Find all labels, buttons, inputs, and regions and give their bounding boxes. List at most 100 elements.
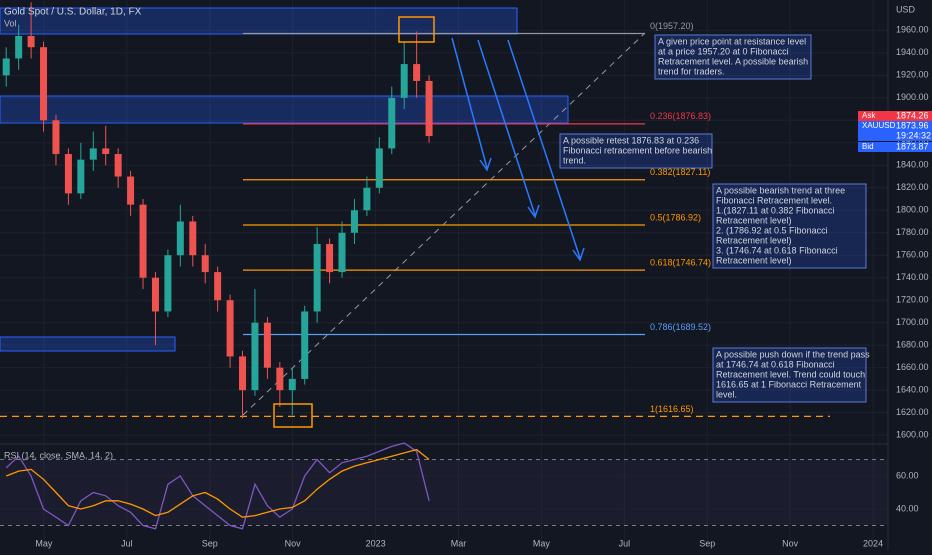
volume-label: Vol [4,18,17,28]
candle-body [313,243,321,312]
candle-body [276,367,284,391]
annotation-text: A possible push down if the trend pass [716,349,870,359]
candle-body [127,176,135,205]
price-tag-name: Bid [862,142,874,151]
y-tick-label: 1640.00 [896,385,929,395]
price-tag-value: 1873.87 [896,141,929,151]
y-tick-label: 1740.00 [896,272,929,282]
rsi-tick-label: 40.00 [896,503,919,513]
candle-body [114,154,122,177]
arrows [451,37,585,262]
candle-body [151,277,159,312]
candle-body [326,243,334,273]
fib-label: 0.382(1827.11) [650,167,710,177]
arrow [451,37,492,172]
annotation-text: Retracement level. Trend could touch [716,369,865,379]
annotation-box [559,133,713,169]
fib-label: 0(1957.20) [650,21,694,31]
y-tick-label: 1900.00 [896,92,929,102]
y-tick-label: 1720.00 [896,295,929,305]
candle-body [77,159,85,194]
candle-body [288,378,296,391]
y-tick-label: 1600.00 [896,430,929,440]
candle-body [400,64,408,98]
x-tick-label: Mar [451,538,467,548]
candle-body [164,255,172,312]
annotation-box [712,347,867,403]
highlight-box [273,403,313,428]
fib-label: 0.618(1746.74) [650,258,711,268]
candle-body [425,80,433,137]
candle-body [413,64,421,81]
support-zone [0,336,176,352]
axes: 1600.00 1620.00 1640.00 1660.00 1680.00 1700.… [35,25,932,548]
candle-body [350,210,358,233]
annotations: A given price point at resistance levela… [559,34,870,403]
annotation-text: at a price 1957.20 at 0 Fibonacci [658,46,789,56]
currency-label: USD [896,4,916,14]
annotation-text: trend. [563,155,586,165]
fib-label: 0.5(1786.92) [650,212,701,222]
y-tick-label: 1840.00 [896,160,929,170]
candle-body [139,204,147,278]
price-tag-name: XAUUSD [862,121,896,130]
chart-title: Gold Spot / U.S. Dollar, 1D, FX [4,7,142,18]
candle-body [102,148,110,155]
candle-body [201,255,209,273]
x-tick-label: Jul [121,538,133,548]
price-tag-value: 1874.26 [896,110,929,120]
price-tag [858,111,932,121]
annotation-text: at 1746.74 at 0.618 Fibonacci [716,359,835,369]
arrow [477,39,540,219]
rsi-tick-label: 60.00 [896,470,919,480]
y-tick-label: 1780.00 [896,227,929,237]
y-tick-label: 1960.00 [896,25,929,35]
price-tag-value: 1873.96 [896,120,929,130]
candle-body [263,322,271,368]
highlight-box [398,16,435,43]
candle-body [15,35,23,59]
candle-body [2,58,10,76]
annotation-text: trend for traders. [658,66,725,76]
candle-body [64,154,72,194]
candle-body [375,148,383,188]
y-tick-label: 1700.00 [896,317,929,327]
annotation-text: 3. (1746.74 at 0.618 Fibonacci [716,245,838,255]
resistance-zone [0,95,569,124]
y-tick-label: 1660.00 [896,362,929,372]
arrow [507,39,585,262]
rsi-sma [5,448,430,518]
x-tick-label: Nov [782,538,799,548]
annotation-text: level. [716,389,737,399]
x-tick-label: 2024 [863,538,883,548]
x-tick-label: 2023 [366,538,386,548]
annotation-text: Retracement level) [716,235,792,245]
candle-body [214,272,222,301]
x-tick-label: Jul [619,538,631,548]
resistance-zone [0,7,518,35]
y-tick-label: 1680.00 [896,340,929,350]
annotation-text: A possible bearish trend at three [716,185,845,195]
x-tick-label: Sep [699,538,715,548]
rsi-pane [0,442,888,530]
candle-body [239,356,247,391]
annotation-text: 2. (1786.92 at 0.5 Fibonacci [716,225,828,235]
rsi-band [0,460,888,525]
grid [0,0,888,540]
annotation-text: Fibonacci Retracement level. [716,195,832,205]
x-tick-label: May [533,538,551,548]
candle-body [363,187,371,211]
fib-levels: 0(1957.20) 0.236(1876.83) 0.382(1827.11) 0.… [0,21,830,418]
fib-label: 1(1616.65) [650,404,694,414]
annotation-text: A possible retest 1876.83 at 0.236 [563,135,699,145]
rsi-line [5,442,430,530]
annotation-text: Retracement level) [716,255,792,265]
x-tick-label: May [35,538,53,548]
candle-body [27,35,35,48]
trend-line [242,32,646,416]
fib-label: 0.786(1689.52) [650,322,711,332]
candle-body [89,148,97,160]
annotation-text: Fibonacci retracement before bearish [563,145,712,155]
candle-body [176,221,184,256]
